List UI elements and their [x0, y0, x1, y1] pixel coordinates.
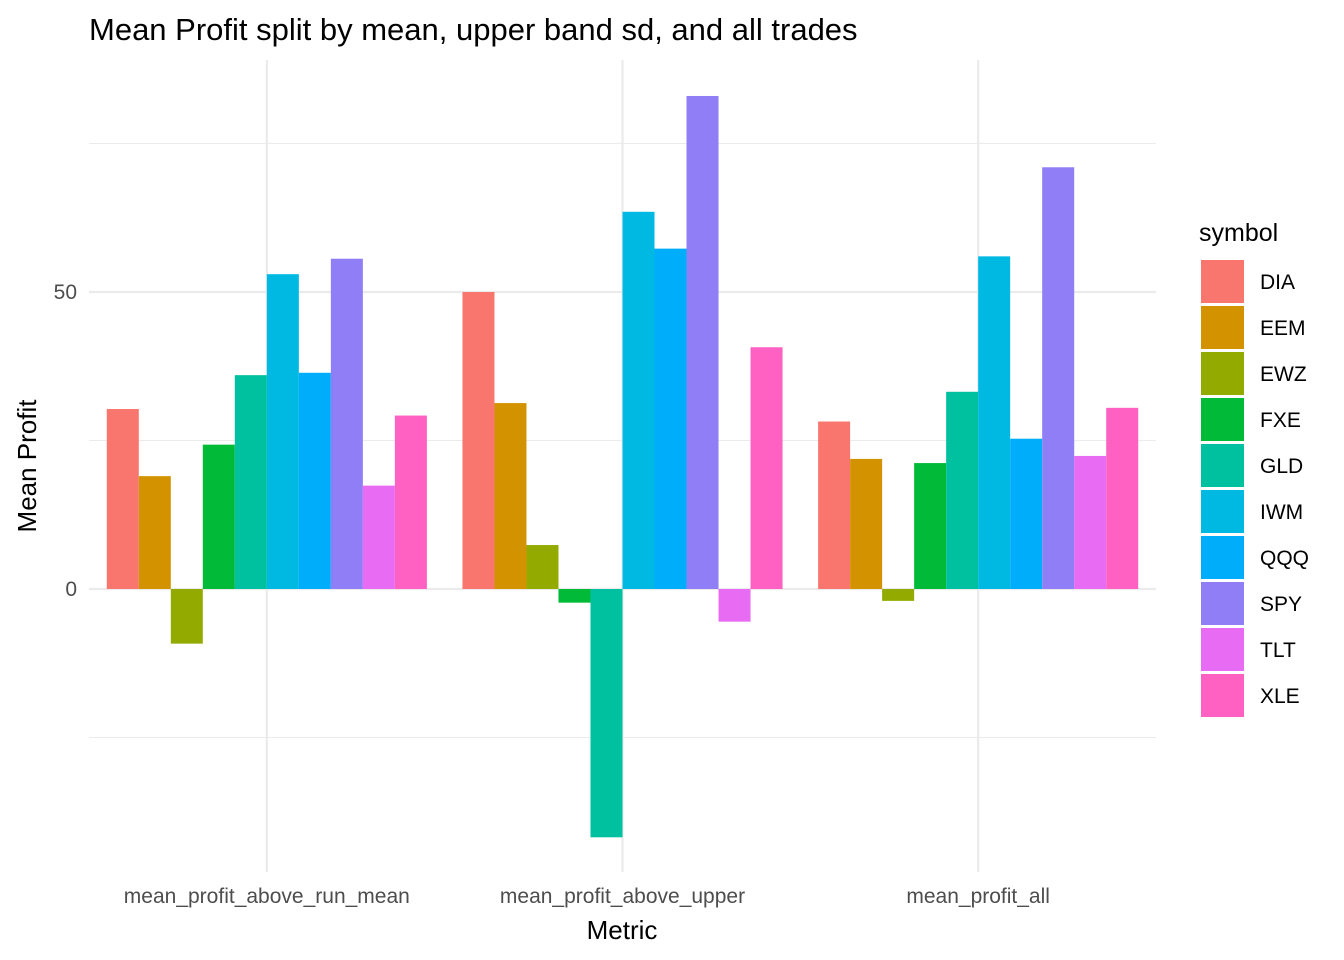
legend-key-tlt — [1201, 628, 1244, 671]
bar-mean-profit-all-qqq — [1010, 438, 1043, 589]
bar-mean-profit-all-iwm — [978, 256, 1011, 589]
x-tick-label-mean-profit-all: mean_profit_all — [906, 885, 1050, 908]
legend-items: DIA EEM EWZ FXE GLD IWM QQQ SPY TLT XLE — [1201, 260, 1309, 717]
legend-label-qqq: QQQ — [1260, 547, 1309, 570]
legend-label-dia: DIA — [1260, 271, 1295, 294]
legend-key-qqq — [1201, 536, 1244, 579]
bar-mean-profit-all-ewz — [882, 589, 915, 601]
legend-label-spy: SPY — [1260, 593, 1302, 616]
bar-mean-profit-above-run-mean-tlt — [362, 485, 395, 589]
bar-mean-profit-above-upper-dia — [462, 292, 495, 589]
legend-title: symbol — [1199, 219, 1278, 247]
bar-mean-profit-all-dia — [818, 421, 851, 589]
bar-mean-profit-above-run-mean-xle — [394, 415, 427, 589]
legend-label-iwm: IWM — [1260, 501, 1303, 524]
bar-mean-profit-above-run-mean-eem — [138, 476, 171, 589]
legend-key-fxe — [1201, 398, 1244, 441]
y-axis-ticks: 0 50 — [54, 281, 77, 601]
bar-mean-profit-above-run-mean-ewz — [170, 589, 203, 644]
x-axis-title: Metric — [587, 915, 658, 945]
bar-mean-profit-all-eem — [850, 458, 883, 589]
bar-mean-profit-above-upper-gld — [590, 589, 623, 838]
legend-label-eem: EEM — [1260, 317, 1306, 340]
bar-mean-profit-all-gld — [946, 391, 979, 589]
legend-label-tlt: TLT — [1260, 639, 1296, 662]
y-tick-label: 0 — [65, 578, 77, 601]
bar-mean-profit-above-upper-tlt — [718, 589, 751, 622]
bar-mean-profit-above-upper-qqq — [654, 248, 687, 589]
x-tick-label-mean-profit-above-upper: mean_profit_above_upper — [500, 885, 745, 908]
bar-mean-profit-all-fxe — [914, 463, 947, 589]
legend-key-eem — [1201, 306, 1244, 349]
legend-label-fxe: FXE — [1260, 409, 1301, 432]
legend-label-xle: XLE — [1260, 685, 1300, 708]
bar-mean-profit-above-run-mean-qqq — [298, 372, 331, 589]
chart-title: Mean Profit split by mean, upper band sd… — [89, 12, 858, 47]
x-tick-label-mean-profit-above-run-mean: mean_profit_above_run_mean — [124, 885, 410, 908]
bar-mean-profit-above-run-mean-gld — [234, 375, 267, 589]
legend-key-ewz — [1201, 352, 1244, 395]
bar-mean-profit-above-upper-spy — [686, 95, 719, 589]
legend-label-gld: GLD — [1260, 455, 1303, 478]
legend-key-spy — [1201, 582, 1244, 625]
bar-mean-profit-above-upper-fxe — [558, 589, 591, 603]
bar-mean-profit-all-xle — [1106, 407, 1139, 589]
x-axis-ticks: mean_profit_above_run_mean mean_profit_ab… — [124, 885, 1050, 908]
bar-mean-profit-above-upper-ewz — [526, 545, 559, 589]
bar-mean-profit-all-spy — [1042, 167, 1075, 589]
legend-label-ewz: EWZ — [1260, 363, 1307, 386]
legend-key-gld — [1201, 444, 1244, 487]
bar-mean-profit-above-run-mean-dia — [106, 409, 139, 589]
bar-mean-profit-above-run-mean-fxe — [202, 444, 235, 589]
legend-key-iwm — [1201, 490, 1244, 533]
bar-mean-profit-above-run-mean-iwm — [266, 274, 299, 589]
legend-key-dia — [1201, 260, 1244, 303]
bar-mean-profit-above-upper-iwm — [622, 211, 655, 589]
y-tick-label: 50 — [54, 281, 77, 304]
legend: symbol DIA EEM EWZ FXE GLD IWM QQQ SPY TLT XLE — [1199, 219, 1309, 717]
y-axis-title: Mean Profit — [12, 399, 42, 533]
bar-mean-profit-above-upper-eem — [494, 403, 527, 589]
legend-key-xle — [1201, 674, 1244, 717]
bars — [106, 95, 1139, 838]
bar-mean-profit-above-upper-xle — [750, 347, 783, 589]
bar-mean-profit-above-run-mean-spy — [330, 258, 363, 589]
bar-mean-profit-all-tlt — [1074, 455, 1107, 589]
